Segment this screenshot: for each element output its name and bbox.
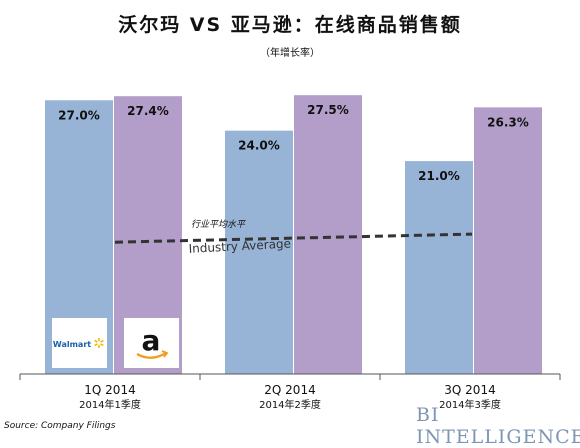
source-note: Source: Company Filings [4, 421, 116, 431]
chart-subtitle: （年增长率） [260, 48, 320, 59]
bar-amazon-3 [474, 107, 542, 374]
amazon-smile-icon [136, 352, 167, 359]
chart-title: 沃尔玛 VS 亚马逊：在线商品销售额 [118, 14, 462, 36]
walmart-logo-box [52, 318, 107, 368]
industry-average-line [114, 232, 473, 244]
category-sublabel-3: 2014年3季度 [439, 398, 501, 411]
category-label-3: 3Q 2014 [444, 383, 495, 397]
category-label-2: 2Q 2014 [264, 383, 315, 397]
bar-label-walmart-1: 27.0% [58, 108, 100, 122]
bar-label-walmart-2: 24.0% [238, 139, 280, 153]
chart-root: 沃尔玛 VS 亚马逊：在线商品销售额 （年增长率） 27.0% 27.4% 1Q 2… [4, 14, 580, 448]
category-sublabel-2: 2014年2季度 [259, 398, 321, 411]
category-sublabel-1: 2014年1季度 [79, 398, 141, 411]
bar-label-amazon-1: 27.4% [127, 104, 169, 118]
walmart-logo-text: Walmart [53, 340, 91, 349]
bar-walmart-2 [225, 130, 293, 374]
brand-logo: BI INTELLIGENCE [416, 404, 580, 448]
amazon-logo-text: a [142, 324, 161, 357]
amazon-logo-box [124, 318, 179, 368]
walmart-spark-icon [94, 338, 104, 348]
industry-average-label-en: Industry Average [188, 237, 291, 256]
industry-average-label-cn: 行业平均水平 [191, 219, 246, 230]
category-label-1: 1Q 2014 [84, 383, 135, 397]
amazon-arrow-icon [161, 350, 169, 358]
bar-walmart-3 [405, 161, 473, 374]
bar-amazon-2 [294, 95, 362, 375]
bar-label-walmart-3: 21.0% [418, 169, 460, 183]
bar-label-amazon-2: 27.5% [307, 103, 349, 117]
bar-label-amazon-3: 26.3% [487, 115, 529, 129]
